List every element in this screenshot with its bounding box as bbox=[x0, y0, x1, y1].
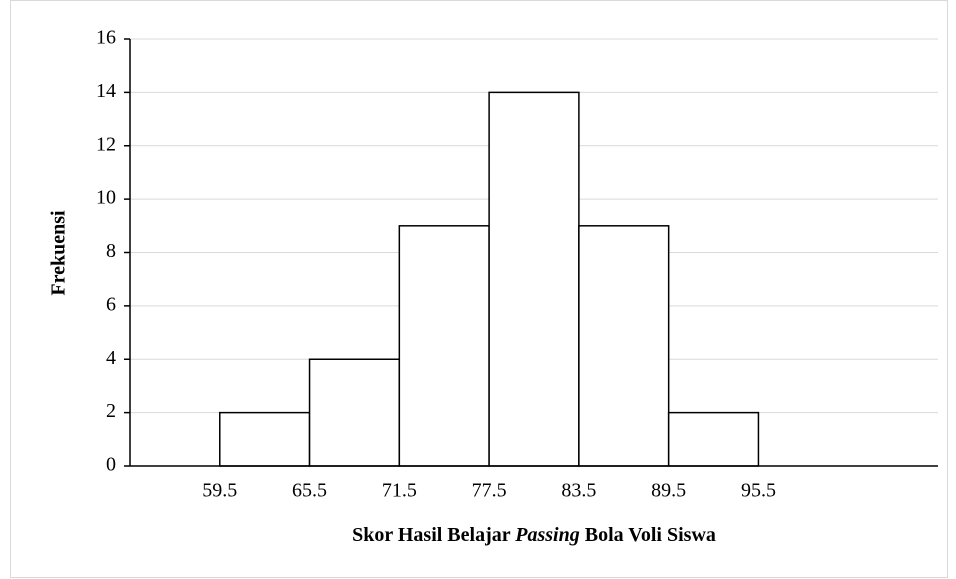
y-tick-label: 16 bbox=[96, 27, 116, 49]
x-axis-label: Skor Hasil Belajar Passing Bola Voli Sis… bbox=[352, 524, 716, 546]
y-axis-label: Frekuensi bbox=[48, 210, 70, 296]
x-tick-label: 77.5 bbox=[472, 480, 507, 502]
x-axis-label-part: Bola Voli Siswa bbox=[585, 524, 716, 546]
x-tick-label: 65.5 bbox=[292, 480, 327, 502]
bar bbox=[219, 411, 311, 467]
y-tick-label: 8 bbox=[106, 240, 116, 262]
bar bbox=[667, 411, 760, 467]
x-tick-label: 83.5 bbox=[561, 480, 596, 502]
x-axis-label-part: Skor Hasil Belajar bbox=[352, 524, 511, 546]
x-tick-label: 59.5 bbox=[202, 480, 237, 502]
bar bbox=[398, 225, 490, 467]
x-tick-label: 89.5 bbox=[651, 480, 686, 502]
y-tick-label: 6 bbox=[106, 293, 116, 315]
x-tick-label: 95.5 bbox=[741, 480, 776, 502]
y-tick-label: 10 bbox=[96, 187, 116, 209]
x-axis-label-part: Passing bbox=[514, 524, 579, 546]
y-tick-label: 4 bbox=[106, 347, 116, 369]
y-tick-label: 14 bbox=[96, 80, 116, 102]
bar bbox=[578, 225, 670, 467]
y-tick-label: 0 bbox=[106, 454, 116, 476]
y-tick-label: 12 bbox=[96, 133, 116, 155]
y-tick-label: 2 bbox=[106, 400, 116, 422]
x-tick-label: 71.5 bbox=[382, 480, 417, 502]
bar bbox=[488, 91, 580, 467]
bar bbox=[308, 358, 401, 467]
